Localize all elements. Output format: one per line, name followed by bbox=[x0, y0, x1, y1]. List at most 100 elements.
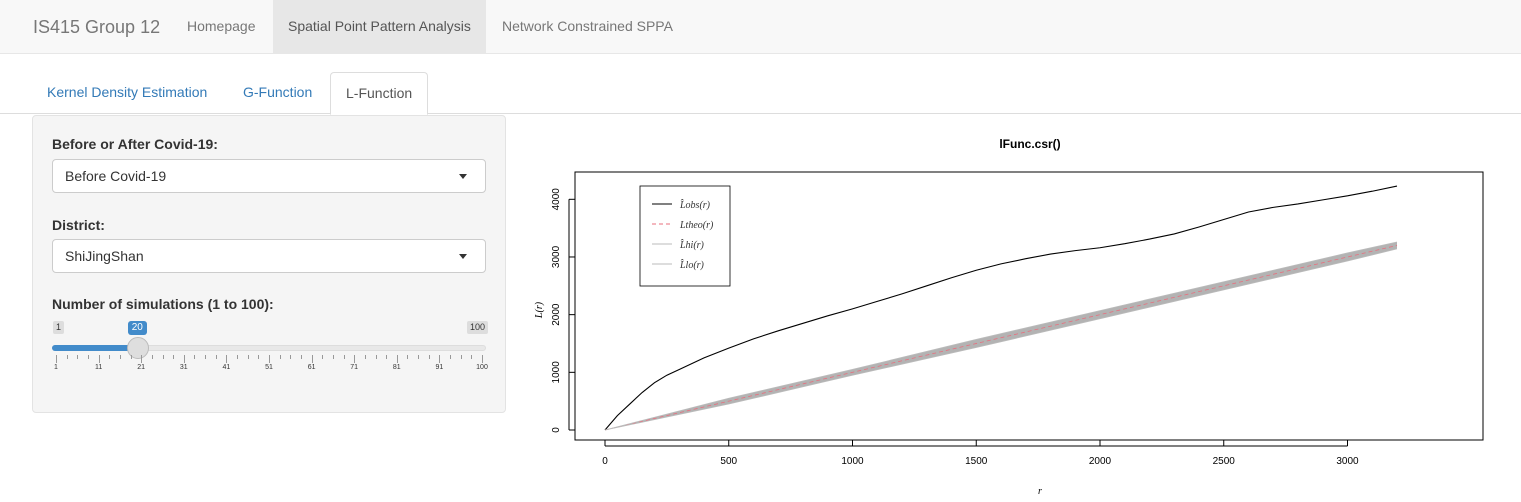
slider-handle[interactable] bbox=[126, 337, 149, 359]
slider-tick-label: 91 bbox=[435, 364, 444, 371]
simulations-slider[interactable]: 1 100 20 1 11 21 31 41 51 61 71 81 91 100 bbox=[52, 315, 488, 375]
slider-tick bbox=[428, 355, 430, 359]
series-line-2 bbox=[604, 241, 1398, 431]
slider-tick bbox=[332, 355, 334, 359]
legend-label: L̂lo(r) bbox=[679, 258, 705, 271]
nav-item-network-constrained-sppa[interactable]: Network Constrained SPPA bbox=[502, 18, 673, 34]
chevron-down-icon bbox=[459, 254, 467, 259]
slider-tick bbox=[194, 355, 196, 359]
y-tick-label: 4000 bbox=[551, 188, 562, 211]
x-tick-label: 0 bbox=[602, 456, 608, 467]
slider-tick bbox=[396, 355, 398, 363]
simulations-label: Number of simulations (1 to 100): bbox=[52, 296, 274, 312]
slider-max-label: 100 bbox=[466, 321, 488, 334]
slider-tick bbox=[247, 355, 249, 359]
slider-tick bbox=[141, 355, 143, 363]
slider-tick bbox=[130, 355, 132, 359]
slider-tick bbox=[237, 355, 239, 359]
slider-tick bbox=[482, 355, 483, 363]
slider-tick bbox=[343, 355, 345, 359]
plot-frame bbox=[574, 171, 1484, 441]
tab-l-function[interactable]: L-Function bbox=[330, 72, 429, 115]
slider-tick-label: 51 bbox=[265, 364, 273, 371]
slider-min-label: 1 bbox=[53, 321, 65, 334]
slider-tick-label: 41 bbox=[222, 364, 231, 371]
slider-tick bbox=[162, 355, 164, 359]
slider-tick bbox=[119, 355, 121, 359]
district-label: District: bbox=[52, 217, 105, 233]
slider-tick bbox=[269, 355, 270, 363]
legend-label: L̂hi(r) bbox=[679, 238, 705, 251]
slider-tick bbox=[439, 355, 441, 363]
slider-tick bbox=[87, 355, 89, 359]
slider-tick-label: 100 bbox=[476, 364, 488, 371]
slider-tick bbox=[460, 355, 462, 359]
series-line-1 bbox=[604, 245, 1398, 431]
y-tick-label: 3000 bbox=[551, 245, 562, 268]
slider-tick bbox=[173, 355, 175, 359]
l-function-plot: lFunc.csr() 0 500 1000 1500 2000 2500 3000 0 100… bbox=[534, 137, 1484, 497]
slider-tick bbox=[205, 355, 207, 359]
sidebar-panel: Before or After Covid-19: Before Covid-1… bbox=[32, 115, 506, 413]
slider-tick bbox=[290, 355, 292, 359]
district-select[interactable]: ShiJingShan bbox=[52, 239, 486, 273]
x-tick-label: 3000 bbox=[1336, 456, 1359, 467]
x-tick-label: 1500 bbox=[965, 456, 988, 467]
period-select-value: Before Covid-19 bbox=[65, 168, 167, 184]
nav-item-spatial-point-pattern-analysis[interactable]: Spatial Point Pattern Analysis bbox=[273, 0, 486, 53]
period-select[interactable]: Before Covid-19 bbox=[52, 159, 486, 193]
y-axis-label: L(r) bbox=[534, 301, 545, 319]
legend-label: L̂obs(r) bbox=[679, 198, 711, 211]
x-tick-label: 500 bbox=[720, 456, 737, 467]
slider-tick bbox=[77, 355, 79, 359]
y-tick-label: 0 bbox=[551, 427, 562, 433]
x-tick-label: 2000 bbox=[1089, 456, 1112, 467]
series-line-0 bbox=[604, 185, 1398, 431]
slider-tick-label: 61 bbox=[307, 364, 316, 371]
slider-tick-label: 1 bbox=[54, 364, 58, 371]
slider-tick bbox=[471, 355, 473, 359]
period-label: Before or After Covid-19: bbox=[52, 136, 218, 152]
slider-tick bbox=[258, 355, 260, 359]
slider-tick bbox=[66, 355, 68, 359]
slider-tick-label: 81 bbox=[392, 364, 401, 371]
slider-tick bbox=[386, 355, 388, 359]
legend-label: Ltheo(r) bbox=[679, 220, 714, 231]
tab-kernel-density-estimation[interactable]: Kernel Density Estimation bbox=[47, 84, 208, 100]
slider-tick-label: 31 bbox=[179, 364, 188, 371]
legend-box bbox=[639, 185, 731, 287]
slider-tick bbox=[226, 355, 228, 363]
slider-tick bbox=[450, 355, 452, 359]
x-tick-label: 1000 bbox=[841, 456, 864, 467]
top-navbar: IS415 Group 12 Homepage Spatial Point Pa… bbox=[0, 0, 1521, 54]
slider-tick bbox=[279, 355, 281, 359]
slider-value-label: 20 bbox=[127, 321, 147, 335]
slider-tick bbox=[407, 355, 409, 359]
nav-item-homepage[interactable]: Homepage bbox=[187, 18, 256, 34]
slider-tick-label: 21 bbox=[137, 364, 146, 371]
tab-bar: Kernel Density Estimation G-Function L-F… bbox=[0, 72, 1521, 115]
slider-tick bbox=[151, 355, 153, 359]
slider-tick bbox=[300, 355, 302, 359]
district-select-value: ShiJingShan bbox=[65, 248, 144, 264]
x-axis-label: r bbox=[1038, 486, 1042, 497]
series-line-3 bbox=[604, 248, 1398, 431]
slider-tick-label: 11 bbox=[94, 364, 103, 371]
slider-tick bbox=[354, 355, 356, 363]
slider-tick bbox=[183, 355, 185, 363]
slider-tick bbox=[56, 355, 57, 363]
slider-tick bbox=[98, 355, 100, 363]
y-tick-label: 2000 bbox=[551, 303, 562, 326]
app-brand[interactable]: IS415 Group 12 bbox=[33, 17, 161, 37]
slider-tick bbox=[322, 355, 324, 359]
chevron-down-icon bbox=[459, 174, 467, 179]
tab-g-function[interactable]: G-Function bbox=[243, 84, 313, 100]
slider-tick bbox=[311, 355, 313, 363]
slider-tick bbox=[215, 355, 217, 359]
slider-tick bbox=[418, 355, 420, 359]
slider-fill bbox=[52, 345, 138, 351]
y-tick-label: 1000 bbox=[551, 361, 562, 384]
envelope-band bbox=[605, 241, 1397, 430]
slider-tick bbox=[364, 355, 366, 359]
slider-tick bbox=[375, 355, 377, 359]
